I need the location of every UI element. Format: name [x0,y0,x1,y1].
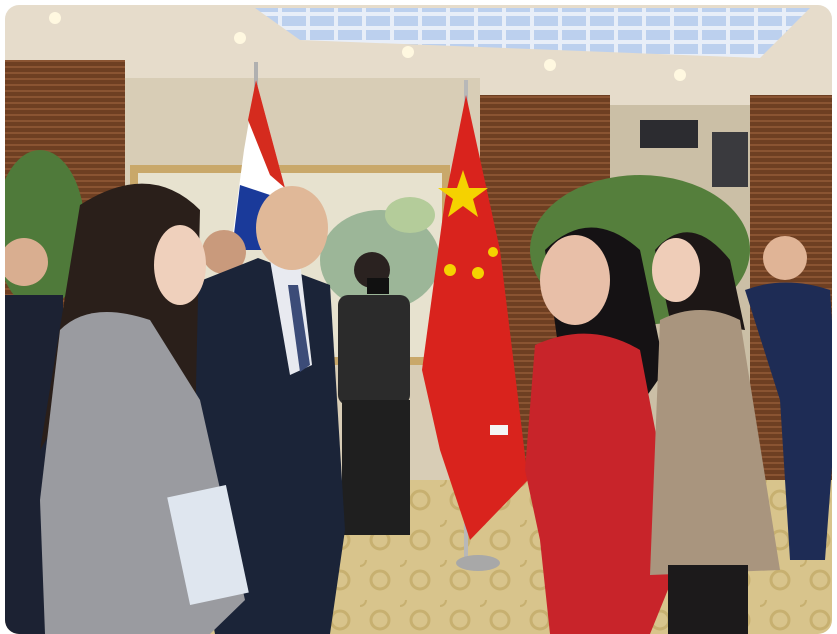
ceiling-light [49,12,61,24]
man-tie [288,285,310,372]
ceiling-light [544,59,556,71]
man-head [763,236,807,280]
man-head [202,230,246,274]
man-head [256,186,328,270]
card [490,425,508,435]
man-head [5,238,48,286]
woman-skirt [668,565,748,634]
photographer-body [338,295,410,405]
painting-foliage [385,197,435,233]
photographer-legs [342,400,410,535]
ceiling-light [402,46,414,58]
flag-stripe-red [248,80,285,188]
flag-star [438,170,488,217]
ceiling-light [674,69,686,81]
flag-star [444,264,456,276]
woman-face [652,238,700,302]
folder [167,484,249,606]
flag-stand [456,555,500,571]
flag-star [472,267,484,279]
woman-coat [650,310,780,575]
woman-face [540,235,610,325]
woman-face [154,225,206,305]
camera [367,278,389,294]
ceiling-light [234,32,246,44]
man-suit [745,282,832,560]
speaker [640,120,698,148]
woman-red-dress [525,333,680,634]
speaker [712,132,748,187]
skylight [255,8,810,58]
flag-star [488,247,498,257]
